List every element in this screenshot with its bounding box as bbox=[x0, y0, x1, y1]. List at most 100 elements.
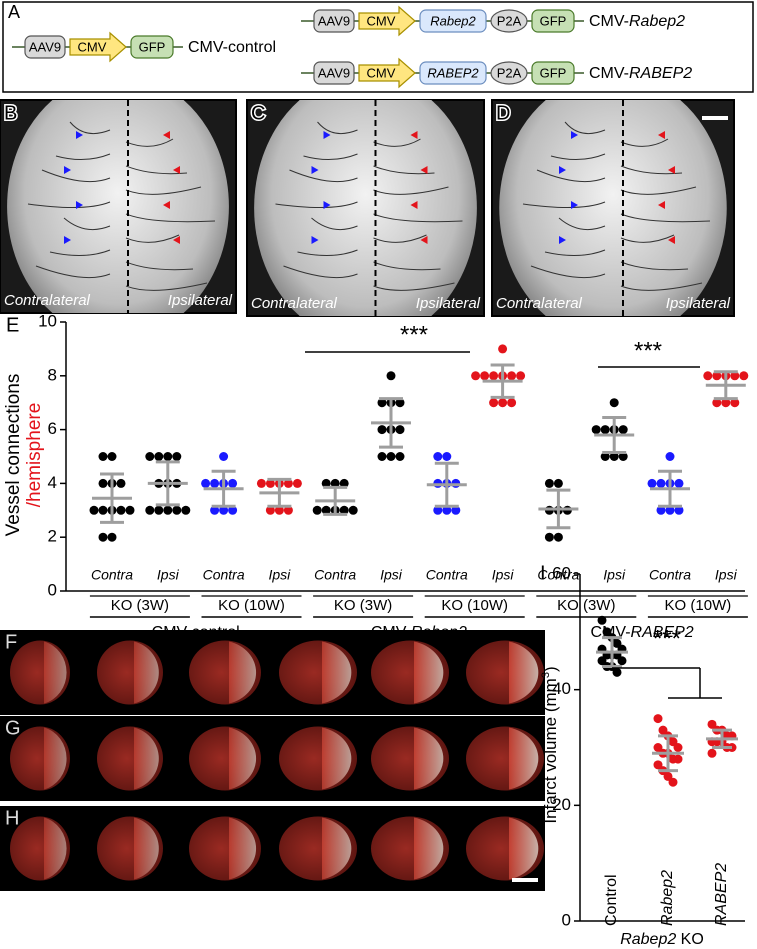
arrowhead-blue bbox=[311, 236, 319, 244]
x-tick-label: Contra bbox=[649, 567, 691, 583]
data-dot bbox=[489, 371, 499, 381]
construct-name: CMV-Rabep2 bbox=[589, 13, 685, 30]
data-dot bbox=[451, 505, 461, 515]
element-label: P2A bbox=[497, 65, 522, 80]
arrowhead-blue bbox=[571, 201, 578, 209]
panel-label: H bbox=[5, 807, 19, 829]
arrowhead-red bbox=[410, 201, 418, 209]
element-label: Rabep2 bbox=[430, 13, 476, 28]
data-dot bbox=[609, 398, 619, 408]
promoter-arrow bbox=[69, 31, 127, 63]
vessel bbox=[373, 186, 449, 195]
infarct-region bbox=[44, 727, 67, 790]
data-dot bbox=[395, 398, 405, 408]
data-dot bbox=[553, 478, 563, 488]
data-dot bbox=[609, 452, 619, 461]
data-dot bbox=[145, 505, 155, 515]
aav-element bbox=[313, 61, 355, 85]
arrowhead-blue bbox=[76, 131, 83, 139]
timepoint-label: KO (10W) bbox=[665, 597, 732, 614]
data-dot bbox=[172, 452, 182, 461]
timepoint-label: KO (10W) bbox=[218, 597, 285, 614]
infarct-region bbox=[322, 641, 352, 704]
y-tick-label: 10 bbox=[38, 311, 57, 330]
data-dot bbox=[348, 505, 358, 515]
arrowhead-red bbox=[658, 201, 665, 209]
x-axis-label: Rabep2 KO bbox=[620, 931, 704, 948]
panel-label: E bbox=[6, 314, 19, 336]
brain-image bbox=[7, 100, 229, 313]
data-dot bbox=[600, 425, 610, 435]
infarct-region bbox=[414, 641, 444, 704]
data-dot bbox=[707, 748, 717, 758]
x-tick-label: Ipsi bbox=[715, 567, 738, 583]
data-dot bbox=[145, 452, 155, 461]
arrowhead-red bbox=[163, 131, 170, 139]
text-segment: /hemisphere bbox=[24, 403, 45, 508]
data-dot bbox=[730, 371, 740, 381]
vessel bbox=[550, 153, 606, 160]
vessel bbox=[373, 213, 463, 223]
data-dot bbox=[668, 777, 678, 787]
panel-label: G bbox=[5, 717, 21, 739]
arrowhead-blue bbox=[323, 201, 331, 209]
data-dot bbox=[618, 452, 628, 461]
data-dot bbox=[256, 478, 266, 488]
data-dot bbox=[544, 478, 554, 488]
arrowhead-red bbox=[658, 131, 665, 139]
data-dot bbox=[107, 532, 117, 542]
infarct-region bbox=[414, 817, 444, 880]
data-dot bbox=[210, 478, 220, 488]
text-segment: RABEP2 bbox=[629, 65, 692, 82]
gene-element bbox=[419, 61, 487, 85]
vessel bbox=[620, 213, 711, 223]
infarct-region bbox=[229, 817, 257, 880]
promoter-arrow bbox=[358, 5, 416, 37]
vessel bbox=[373, 261, 441, 271]
vessel bbox=[620, 165, 683, 175]
significance: *** bbox=[634, 337, 662, 364]
data-dot bbox=[471, 371, 481, 381]
timepoint-label: KO (10W) bbox=[441, 597, 508, 614]
text-segment: Vessel connections bbox=[3, 374, 24, 537]
data-dot bbox=[386, 371, 396, 381]
vessel bbox=[125, 186, 202, 195]
element-label: P2A bbox=[497, 13, 522, 28]
gfp-element bbox=[531, 61, 575, 85]
data-dot bbox=[739, 371, 749, 381]
gfp-element bbox=[531, 9, 575, 33]
arrowhead-blue bbox=[571, 131, 578, 139]
data-dot bbox=[656, 505, 666, 515]
infarct-region bbox=[44, 817, 67, 880]
element-label: CMV bbox=[78, 39, 107, 54]
data-dot bbox=[442, 452, 452, 461]
data-dot bbox=[721, 398, 731, 408]
element-label: AAV9 bbox=[318, 65, 350, 80]
y-tick-label: 20 bbox=[552, 795, 571, 814]
data-dot bbox=[498, 344, 508, 354]
data-dot bbox=[107, 452, 117, 461]
infarct-region bbox=[134, 727, 159, 790]
vessel bbox=[620, 282, 703, 291]
data-dot bbox=[98, 532, 108, 542]
vessel bbox=[125, 165, 188, 175]
data-dot bbox=[673, 743, 683, 752]
infarct-region bbox=[414, 727, 444, 790]
arrowhead-red bbox=[668, 166, 675, 174]
element-label: AAV9 bbox=[29, 39, 61, 54]
vessel bbox=[317, 121, 358, 135]
panel-label: A bbox=[8, 2, 20, 22]
data-dot bbox=[377, 425, 387, 435]
infarct-region bbox=[134, 641, 159, 704]
data-dot bbox=[154, 505, 164, 515]
data-dot bbox=[498, 398, 508, 408]
data-dot bbox=[228, 505, 238, 515]
panel-label: I bbox=[540, 562, 546, 584]
data-dot bbox=[116, 478, 126, 488]
hemisphere-label: Ipsilateral bbox=[168, 292, 233, 309]
p2a-element bbox=[490, 9, 528, 33]
data-dot bbox=[321, 505, 331, 515]
data-dot bbox=[516, 371, 526, 381]
data-dot bbox=[339, 478, 349, 488]
data-dot bbox=[312, 505, 322, 515]
